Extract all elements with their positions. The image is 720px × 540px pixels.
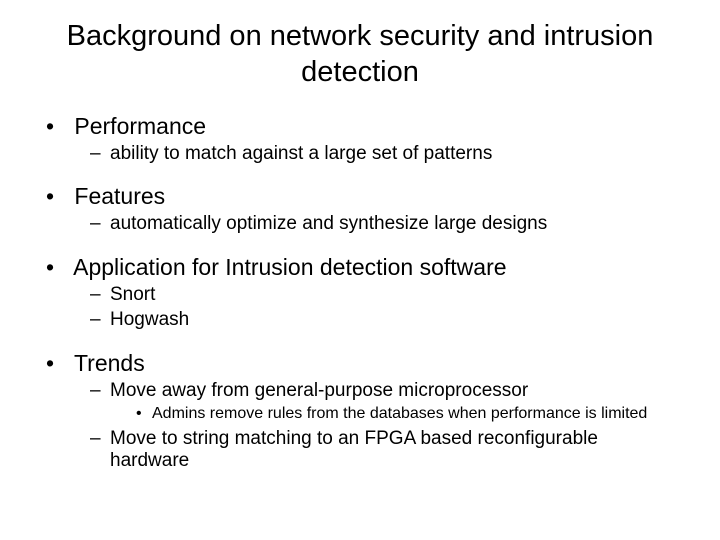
subsub-list: Admins remove rules from the databases w… xyxy=(136,404,680,423)
sub-bullet-label: automatically optimize and synthesize la… xyxy=(110,213,680,236)
sub-bullet: Move to string matching to an FPGA based… xyxy=(90,428,680,474)
slide-title: Background on network security and intru… xyxy=(40,18,680,91)
bullet-label: Features xyxy=(74,183,165,209)
sub-bullet-label: Move to string matching to an FPGA based… xyxy=(110,428,680,474)
bullet-features: Features automatically optimize and synt… xyxy=(40,183,680,236)
slide: Background on network security and intru… xyxy=(0,0,720,540)
sub-bullet: Hogwash xyxy=(90,309,680,332)
sub-bullet-label: Hogwash xyxy=(110,309,680,332)
sub-bullet: ability to match against a large set of … xyxy=(90,143,680,166)
bullet-application: Application for Intrusion detection soft… xyxy=(40,254,680,332)
sub-bullet: Move away from general-purpose microproc… xyxy=(90,380,680,426)
sub-list: Snort Hogwash xyxy=(90,284,680,332)
sub-list: ability to match against a large set of … xyxy=(90,143,680,166)
sub-bullet: automatically optimize and synthesize la… xyxy=(90,213,680,236)
bullet-label: Application for Intrusion detection soft… xyxy=(73,254,506,280)
sub-list: Move away from general-purpose microproc… xyxy=(90,380,680,474)
sub-list: automatically optimize and synthesize la… xyxy=(90,213,680,236)
sub-bullet-label: ability to match against a large set of … xyxy=(110,143,680,166)
bullet-list: Performance ability to match against a l… xyxy=(40,113,680,474)
subsub-bullet-label: Admins remove rules from the databases w… xyxy=(152,404,680,423)
sub-bullet-label: Snort xyxy=(110,284,680,307)
sub-bullet: Snort xyxy=(90,284,680,307)
bullet-trends: Trends Move away from general-purpose mi… xyxy=(40,350,680,474)
bullet-performance: Performance ability to match against a l… xyxy=(40,113,680,166)
sub-bullet-text: Move away from general-purpose microproc… xyxy=(110,380,528,401)
subsub-bullet: Admins remove rules from the databases w… xyxy=(136,404,680,423)
sub-bullet-label: Move away from general-purpose microproc… xyxy=(110,380,680,426)
bullet-label: Trends xyxy=(74,350,145,376)
bullet-label: Performance xyxy=(74,113,206,139)
